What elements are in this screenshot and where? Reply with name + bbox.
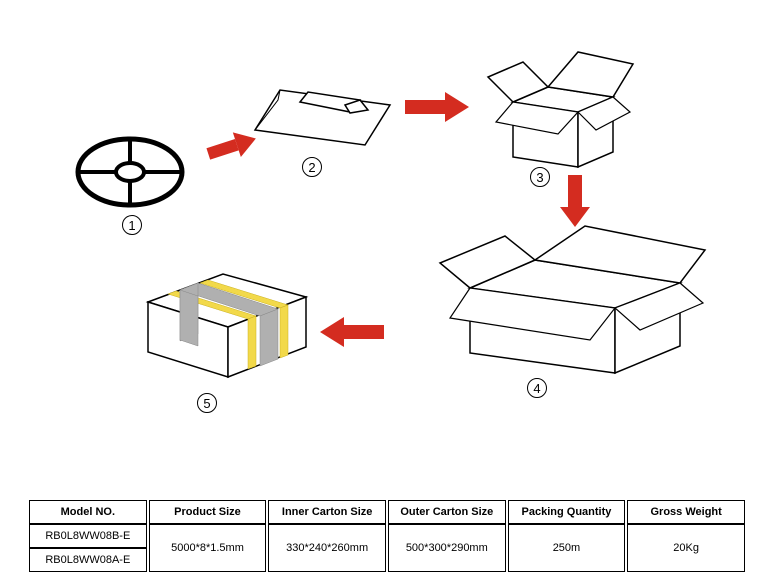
cell: 330*240*260mm [268,524,386,572]
spec-table: Model NO.Product SizeInner Carton SizeOu… [27,500,747,572]
arrow-3-4 [558,175,592,230]
col-header: Outer Carton Size [388,500,506,524]
step-reel [75,135,185,210]
step-num-3: 3 [530,167,550,187]
cell: 20Kg [627,524,745,572]
step-num-5: 5 [197,393,217,413]
packing-diagram: 1 2 3 4 [0,0,774,480]
arrow-1-2 [208,138,268,178]
col-header: Model NO. [29,500,147,524]
col-header: Product Size [149,500,267,524]
arrow-2-3 [405,90,475,124]
col-header: Inner Carton Size [268,500,386,524]
cell: RB0L8WW08A-E [29,548,147,572]
step-bigbox [435,218,715,383]
step-num-2: 2 [302,157,322,177]
step-sealed [128,262,318,382]
cell: 5000*8*1.5mm [149,524,267,572]
step-num-1: 1 [122,215,142,235]
arrow-4-5 [320,315,390,349]
cell: 500*300*290mm [388,524,506,572]
col-header: Gross Weight [627,500,745,524]
col-header: Packing Quantity [508,500,626,524]
step-num-4: 4 [527,378,547,398]
cell: RB0L8WW08B-E [29,524,147,548]
step-openbox [478,42,638,172]
step-flatbox [250,80,395,150]
cell: 250m [508,524,626,572]
